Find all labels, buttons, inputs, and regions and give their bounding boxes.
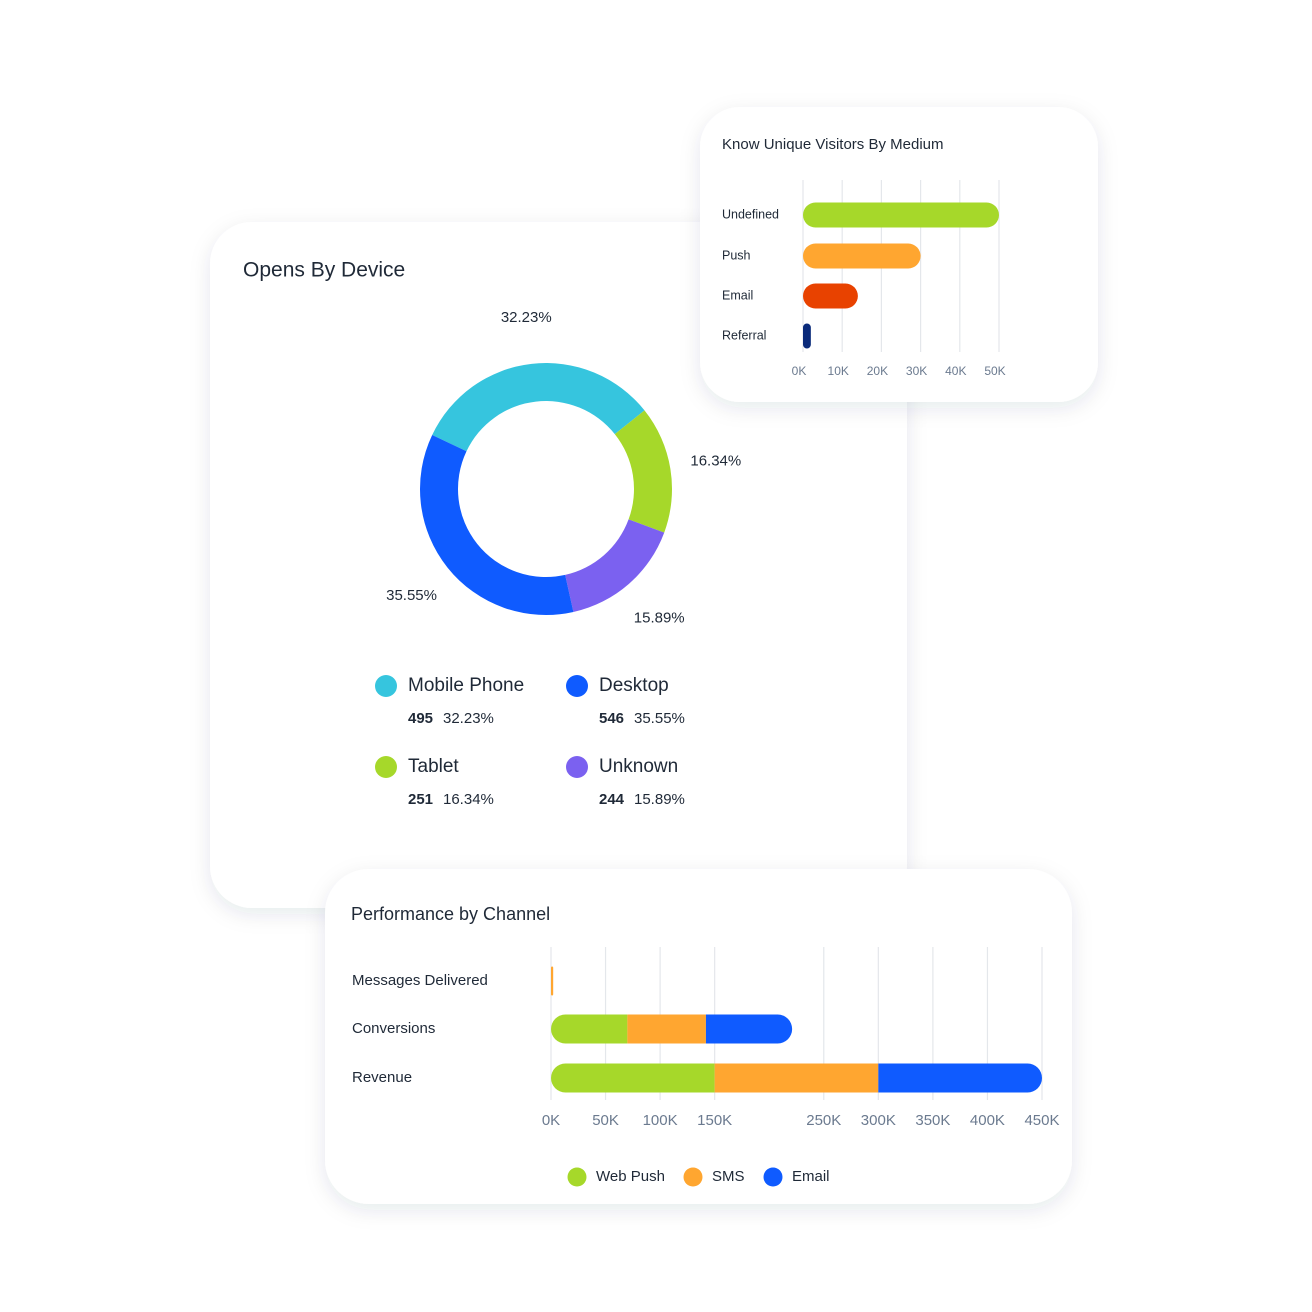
legend-swatch bbox=[763, 1167, 783, 1187]
donut-segment bbox=[614, 410, 673, 533]
legend-percent: 35.55% bbox=[634, 710, 685, 727]
legend-label: SMS bbox=[712, 1168, 745, 1185]
donut-segment bbox=[432, 363, 645, 452]
bar-segment bbox=[551, 1063, 715, 1093]
bar-segment bbox=[627, 1014, 706, 1044]
bar-segment bbox=[705, 1014, 793, 1044]
x-tick-label: 400K bbox=[970, 1112, 1005, 1129]
x-tick-label: 150K bbox=[697, 1112, 732, 1129]
y-tick-label: Email bbox=[722, 288, 753, 302]
legend-count: 495 bbox=[408, 710, 433, 727]
legend-swatch bbox=[566, 756, 588, 778]
data-label: 32.23% bbox=[501, 309, 552, 326]
legend-label: Unknown bbox=[599, 756, 678, 777]
legend-count: 251 bbox=[408, 791, 433, 808]
legend-label: Mobile Phone bbox=[408, 675, 524, 696]
legend-swatch bbox=[566, 675, 588, 697]
y-tick-label: Revenue bbox=[352, 1069, 412, 1086]
bar bbox=[803, 202, 999, 228]
legend-label: Desktop bbox=[599, 675, 669, 696]
chart-title: Performance by Channel bbox=[351, 904, 550, 924]
bar bbox=[803, 323, 811, 349]
data-label: 16.34% bbox=[690, 453, 741, 470]
chart-title: Know Unique Visitors By Medium bbox=[722, 136, 943, 153]
y-tick-label: Conversions bbox=[352, 1020, 435, 1037]
x-tick-label: 30K bbox=[906, 364, 927, 378]
legend-swatch bbox=[375, 675, 397, 697]
x-tick-label: 450K bbox=[1024, 1112, 1059, 1129]
x-tick-label: 0K bbox=[542, 1112, 560, 1129]
bar bbox=[803, 283, 858, 309]
x-tick-label: 40K bbox=[945, 364, 966, 378]
legend-percent: 32.23% bbox=[443, 710, 494, 727]
legend-percent: 16.34% bbox=[443, 791, 494, 808]
legend-label: Email bbox=[792, 1168, 830, 1185]
bar-segment bbox=[714, 1063, 879, 1093]
donut-segment bbox=[565, 519, 665, 612]
y-tick-label: Undefined bbox=[722, 207, 779, 221]
chart-title: Opens By Device bbox=[243, 259, 405, 282]
bar bbox=[803, 243, 921, 269]
x-tick-label: 50K bbox=[592, 1112, 619, 1129]
legend-swatch bbox=[567, 1167, 587, 1187]
bar-segment bbox=[551, 966, 554, 996]
data-label: 35.55% bbox=[386, 587, 437, 604]
visitors-card: Know Unique Visitors By Medium 0K 10K 20K 3… bbox=[700, 107, 1098, 402]
x-tick-label: 100K bbox=[643, 1112, 678, 1129]
channel-card: Performance by Channel 0K 50K 100K 150K 250K… bbox=[325, 869, 1072, 1204]
legend-swatch bbox=[683, 1167, 703, 1187]
x-tick-label: 350K bbox=[915, 1112, 950, 1129]
data-label: 15.89% bbox=[634, 609, 685, 626]
x-tick-label: 0K bbox=[792, 364, 807, 378]
legend-label: Tablet bbox=[408, 756, 459, 777]
x-tick-label: 10K bbox=[828, 364, 849, 378]
donut-segment bbox=[419, 434, 574, 616]
x-tick-label: 50K bbox=[984, 364, 1005, 378]
legend-count: 244 bbox=[599, 791, 625, 808]
legend-percent: 15.89% bbox=[634, 791, 685, 808]
bar-segment bbox=[551, 1014, 628, 1044]
y-tick-label: Messages Delivered bbox=[352, 972, 488, 989]
y-tick-label: Push bbox=[722, 248, 751, 262]
bar-segment bbox=[878, 1063, 1042, 1093]
legend-count: 546 bbox=[599, 710, 624, 727]
x-tick-label: 250K bbox=[806, 1112, 841, 1129]
y-tick-label: Referral bbox=[722, 328, 766, 342]
legend-swatch bbox=[375, 756, 397, 778]
legend-label: Web Push bbox=[596, 1168, 665, 1185]
x-tick-label: 300K bbox=[861, 1112, 896, 1129]
x-tick-label: 20K bbox=[867, 364, 888, 378]
